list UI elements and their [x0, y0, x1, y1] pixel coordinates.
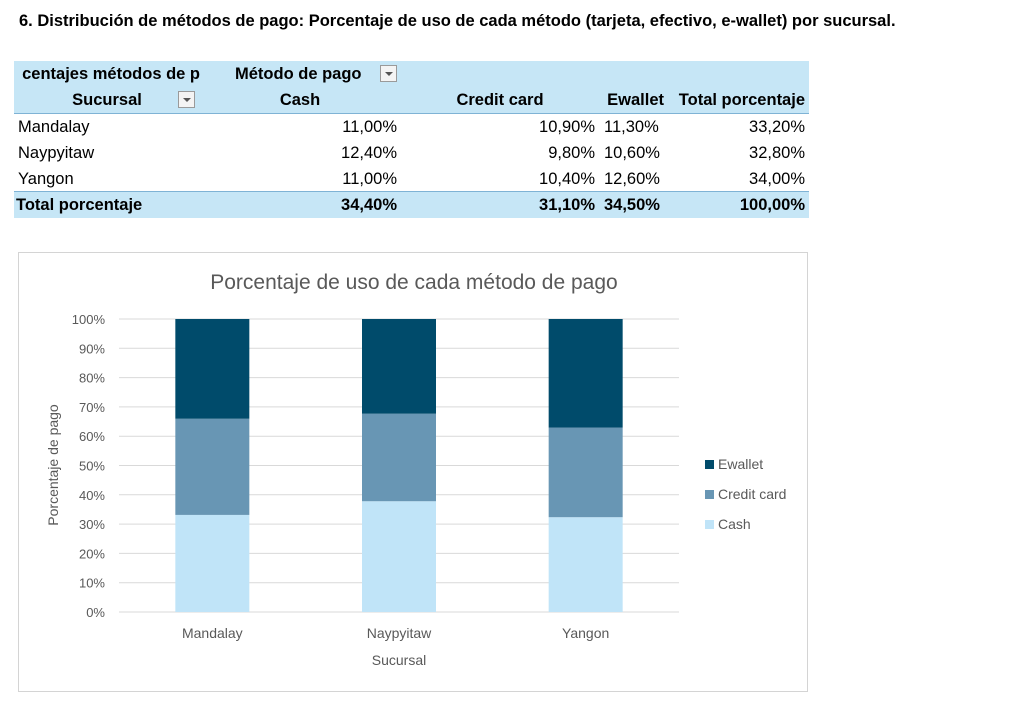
bar-segment-ewallet[interactable] [175, 319, 250, 419]
y-tick-label: 90% [79, 341, 105, 356]
x-tick-label: Mandalay [182, 625, 243, 641]
row-label[interactable]: Mandalay [18, 118, 90, 136]
pivot-table: centajes métodos de p Método de pago Suc… [14, 61, 809, 218]
table-row: Mandalay 11,00% 10,90% 11,30% 33,20% [14, 114, 809, 140]
cell-grand-total[interactable]: 100,00% [739, 196, 805, 214]
table-row: Naypyitaw 12,40% 9,80% 10,60% 32,80% [14, 140, 809, 166]
y-axis-title[interactable]: Porcentaje de pago [45, 404, 61, 526]
row-label-total[interactable]: Total porcentaje [16, 196, 143, 214]
cell-credit-card[interactable]: 10,40% [539, 170, 595, 188]
y-tick-label: 0% [86, 605, 105, 620]
bar-segment-ewallet[interactable] [548, 319, 623, 428]
cell-cash[interactable]: 12,40% [341, 144, 397, 162]
bar-segment-cash[interactable] [175, 514, 250, 612]
stacked-bar-chart[interactable]: Porcentaje de uso de cada método de pago… [18, 252, 808, 692]
page-heading: 6. Distribución de métodos de pago: Porc… [19, 12, 896, 30]
y-tick-label: 100% [72, 312, 106, 327]
bar-segment-credit-card[interactable] [175, 418, 250, 515]
cell-total-cash[interactable]: 34,40% [341, 196, 397, 214]
cell-total[interactable]: 33,20% [749, 118, 805, 136]
pivot-header-row-2: Sucursal Cash Credit card Ewallet Total … [14, 87, 809, 114]
bar-segment-credit-card[interactable] [362, 413, 436, 502]
table-row: Yangon 11,00% 10,40% 12,60% 34,00% [14, 166, 809, 192]
cell-total[interactable]: 34,00% [749, 170, 805, 188]
chart-title[interactable]: Porcentaje de uso de cada método de pago [210, 271, 617, 294]
column-header-credit-card[interactable]: Credit card [456, 91, 544, 109]
column-field-label[interactable]: Método de pago [235, 65, 362, 83]
cell-total[interactable]: 32,80% [749, 144, 805, 162]
cell-credit-card[interactable]: 9,80% [548, 144, 595, 162]
cell-ewallet[interactable]: 10,60% [604, 144, 660, 162]
x-axis-title[interactable]: Sucursal [372, 652, 426, 668]
row-filter-dropdown-button[interactable] [178, 91, 195, 108]
y-tick-label: 20% [79, 546, 105, 561]
y-tick-label: 10% [79, 576, 105, 591]
cell-ewallet[interactable]: 12,60% [604, 170, 660, 188]
row-label[interactable]: Naypyitaw [18, 144, 95, 162]
column-header-cash[interactable]: Cash [279, 91, 321, 109]
legend-label[interactable]: Cash [718, 516, 751, 532]
pivot-corner-label[interactable]: centajes métodos de p [22, 65, 200, 83]
column-header-total[interactable]: Total porcentaje [678, 91, 805, 109]
legend-label[interactable]: Ewallet [718, 456, 763, 472]
pivot-header-row-1: centajes métodos de p Método de pago [14, 61, 809, 87]
x-tick-label: Yangon [562, 625, 609, 641]
y-tick-label: 80% [79, 371, 105, 386]
row-field-label[interactable]: Sucursal [72, 91, 142, 109]
legend-label[interactable]: Credit card [718, 486, 786, 502]
cell-cash[interactable]: 11,00% [342, 170, 397, 188]
x-tick-label: Naypyitaw [367, 625, 432, 641]
y-tick-label: 60% [79, 429, 105, 444]
legend-swatch [705, 460, 714, 469]
cell-ewallet[interactable]: 11,30% [604, 118, 659, 136]
bar-segment-credit-card[interactable] [548, 427, 623, 518]
bar-segment-cash[interactable] [548, 517, 623, 612]
chart-legend[interactable]: Ewallet Credit card Cash [705, 456, 786, 532]
legend-swatch [705, 520, 714, 529]
bars [175, 319, 623, 612]
bar-segment-cash[interactable] [362, 501, 436, 612]
column-header-ewallet[interactable]: Ewallet [607, 91, 664, 109]
cell-total-credit-card[interactable]: 31,10% [539, 196, 595, 214]
y-tick-label: 50% [79, 459, 105, 474]
cell-credit-card[interactable]: 10,90% [539, 118, 595, 136]
chart-canvas: Porcentaje de uso de cada método de pago… [45, 271, 786, 668]
cell-cash[interactable]: 11,00% [342, 118, 397, 136]
y-tick-label: 40% [79, 488, 105, 503]
y-tick-label: 70% [79, 400, 105, 415]
y-tick-label: 30% [79, 517, 105, 532]
bar-segment-ewallet[interactable] [362, 319, 436, 414]
cell-total-ewallet[interactable]: 34,50% [604, 196, 660, 214]
x-axis-ticks: Mandalay Naypyitaw Yangon [182, 625, 609, 641]
legend-swatch [705, 490, 714, 499]
y-axis-ticks: 0% 10% 20% 30% 40% 50% 60% 70% 80% 90% 100% [72, 312, 106, 620]
grand-total-row: Total porcentaje 34,40% 31,10% 34,50% 10… [14, 191, 809, 218]
column-filter-dropdown-button[interactable] [380, 65, 397, 82]
row-label[interactable]: Yangon [18, 170, 74, 188]
